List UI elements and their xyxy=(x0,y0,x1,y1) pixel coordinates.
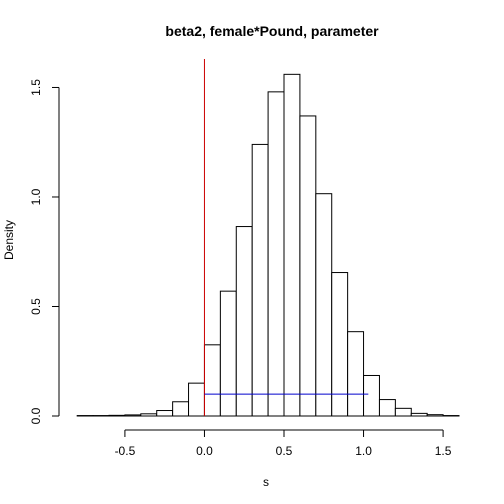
histogram-bar-3 xyxy=(124,414,142,417)
histogram-bar-22 xyxy=(426,414,444,417)
x-tick-label-0: -0.5 xyxy=(115,444,136,458)
y-tick-label-0: 0.0 xyxy=(29,407,43,424)
x-tick-label-4: 1.5 xyxy=(435,444,452,458)
histogram-bar-20 xyxy=(394,407,412,417)
y-tick-label-2: 1.0 xyxy=(29,188,43,205)
x-axis-label: s xyxy=(263,475,269,489)
histogram-bar-11 xyxy=(251,143,269,417)
y-tick-label-3: 1.5 xyxy=(29,79,43,96)
histogram-bar-9 xyxy=(219,290,237,417)
histogram-bar-10 xyxy=(235,226,253,417)
reference-lines xyxy=(203,59,369,416)
histogram-bar-8 xyxy=(203,344,221,417)
x-axis: -0.5 0.0 0.5 1.0 1.5 xyxy=(115,429,452,458)
y-tick-label-1: 0.5 xyxy=(29,298,43,315)
histogram-bar-2 xyxy=(108,414,126,417)
histogram-bar-15 xyxy=(315,193,333,417)
chart-title: beta2, female*Pound, parameter xyxy=(165,23,379,39)
histogram-bar-4 xyxy=(140,413,158,417)
x-tick-label-3: 1.0 xyxy=(355,444,372,458)
x-tick-label-2: 0.5 xyxy=(276,444,293,458)
y-axis-label: Density xyxy=(2,220,16,260)
histogram-bar-17 xyxy=(347,331,365,417)
histogram-bar-21 xyxy=(410,412,428,417)
y-axis: 0.0 0.5 1.0 1.5 xyxy=(29,79,60,424)
histogram-bar-7 xyxy=(188,382,205,417)
histogram-bar-18 xyxy=(363,374,380,417)
histogram-bar-5 xyxy=(156,410,174,417)
x-tick-label-1: 0.0 xyxy=(196,444,213,458)
histogram-bar-13 xyxy=(283,73,301,417)
histogram-bar-6 xyxy=(172,401,190,417)
histogram-bar-14 xyxy=(299,115,317,417)
histogram-bars xyxy=(76,73,460,417)
histogram-bar-12 xyxy=(267,91,285,417)
histogram-bar-19 xyxy=(378,399,396,417)
